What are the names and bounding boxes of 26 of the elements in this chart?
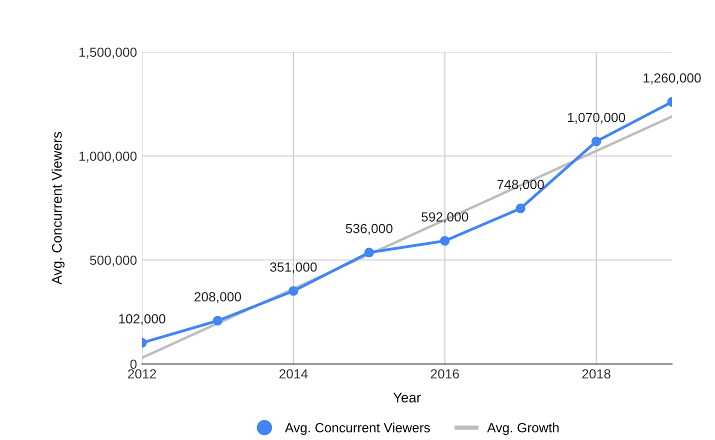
point [212, 316, 223, 326]
y-tick-label: 0 [130, 360, 137, 369]
legend-label: Avg. Growth [487, 422, 559, 435]
x-axis-title: Year [393, 392, 421, 402]
x-tick-label: 2012 [128, 369, 156, 379]
data-label: 1,070,000 [568, 112, 626, 124]
data-label: 748,000 [497, 180, 544, 191]
x-tick-label: 2018 [582, 369, 610, 379]
y-tick-label: 1,000,000 [79, 152, 137, 162]
point [364, 248, 374, 258]
x-tick-label: 2014 [279, 369, 308, 379]
data-label: 102,000 [119, 314, 166, 326]
data-label: 592,000 [422, 212, 468, 224]
legend-label: Avg. Concurrent Viewers [284, 422, 430, 435]
data-label: 351,000 [270, 262, 317, 274]
y-tick-label: 500,000 [90, 256, 137, 266]
point [288, 286, 298, 296]
data-label: 536,000 [346, 224, 392, 235]
data-label: 208,000 [194, 292, 242, 304]
y-tick-label: 1,500,000 [79, 48, 137, 58]
point [440, 236, 450, 246]
data-label: 1,260,000 [644, 73, 701, 84]
y-axis-title: Avg. Concurrent Viewers [52, 132, 65, 285]
point [591, 136, 602, 146]
point [516, 204, 526, 214]
x-tick-label: 2016 [430, 369, 459, 379]
